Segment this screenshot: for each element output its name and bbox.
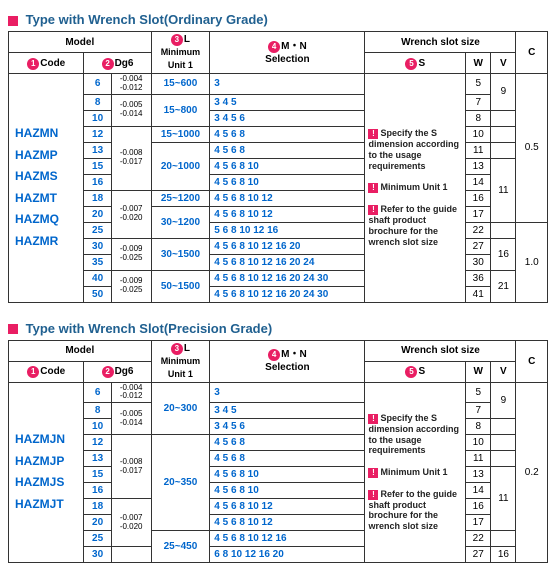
S-notes: !Specify the S dimension according to th… — [365, 382, 466, 563]
title-text: Type with Wrench Slot(Ordinary Grade) — [26, 12, 268, 27]
table-row: 2030~12004 5 6 8 10 1217 — [9, 206, 548, 222]
hdr-dg6: 2Dg6 — [84, 361, 151, 382]
tol-cell: -0.004-0.012 — [111, 74, 151, 95]
hdr-MN: 4M・NSelection — [210, 32, 365, 74]
section-title-ordinary: Type with Wrench Slot(Ordinary Grade) — [8, 12, 548, 27]
table-row: 18-0.007-0.02025~12004 5 6 8 10 1216 — [9, 190, 548, 206]
table-row: 255 6 8 10 12 16221.0 — [9, 222, 548, 238]
table-row: 8-0.005-0.01415~8003 4 57 — [9, 94, 548, 110]
title-text: Type with Wrench Slot(Precision Grade) — [26, 321, 273, 336]
hdr-C: C — [516, 32, 548, 74]
table-row: 354 5 6 8 10 12 16 20 2430 — [9, 254, 548, 270]
hdr-V: V — [491, 53, 516, 74]
hdr-dg6: 2Dg6 — [84, 53, 151, 74]
hdr-wrench: Wrench slot size — [365, 32, 516, 53]
hdr-model: Model — [9, 32, 152, 53]
table-row: 134 5 6 811 — [9, 451, 548, 467]
table-row: 504 5 6 8 10 12 16 20 24 3041 — [9, 286, 548, 302]
table-precision: Model 3LMinimum Unit 1 4M・NSelection Wre… — [8, 340, 548, 564]
hdr-wrench: Wrench slot size — [365, 340, 516, 361]
table-row: 1320~10004 5 6 811 — [9, 142, 548, 158]
table-row: 164 5 6 8 1014 — [9, 483, 548, 499]
table-row: 154 5 6 8 101311 — [9, 467, 548, 483]
bullet-icon — [8, 324, 18, 334]
table-row: 2525~4504 5 6 8 10 12 1622 — [9, 531, 548, 547]
table-row: 154 5 6 8 101311 — [9, 158, 548, 174]
hdr-L: 3LMinimum Unit 1 — [151, 340, 210, 382]
table-row: 103 4 5 68 — [9, 110, 548, 126]
table-row: HAZMNHAZMP HAZMSHAZMT HAZMQHAZMR 6 -0.00… — [9, 74, 548, 95]
hdr-W: W — [466, 361, 491, 382]
table-row: 18-0.007-0.0204 5 6 8 10 1216 — [9, 499, 548, 515]
table-row: 164 5 6 8 1014 — [9, 174, 548, 190]
table-row: 12-0.008-0.01715~10004 5 6 810 — [9, 126, 548, 142]
hdr-code: 1Code — [9, 361, 84, 382]
hdr-code: 1Code — [9, 53, 84, 74]
hdr-V: V — [491, 361, 516, 382]
table-row: 30-0.009-0.02530~15004 5 6 8 10 12 16 20… — [9, 238, 548, 254]
hdr-C: C — [516, 340, 548, 382]
hdr-model: Model — [9, 340, 152, 361]
hdr-S: 5S — [365, 361, 466, 382]
hdr-W: W — [466, 53, 491, 74]
table-row: 40-0.009-0.02550~15004 5 6 8 10 12 16 20… — [9, 270, 548, 286]
table-row: 103 4 5 68 — [9, 419, 548, 435]
section-title-precision: Type with Wrench Slot(Precision Grade) — [8, 321, 548, 336]
hdr-MN: 4M・NSelection — [210, 340, 365, 382]
table-row: 12-0.008-0.01720~3504 5 6 810 — [9, 435, 548, 451]
hdr-L: 3LMinimum Unit 1 — [151, 32, 210, 74]
code-cell: HAZMJNHAZMJP HAZMJSHAZMJT — [9, 382, 84, 563]
S-notes: !Specify the S dimension according to th… — [365, 74, 466, 303]
table-row: 204 5 6 8 10 1217 — [9, 515, 548, 531]
table-row: HAZMJNHAZMJP HAZMJSHAZMJT 6 -0.004-0.012… — [9, 382, 548, 403]
table-ordinary: Model 3LMinimum Unit 1 4M・NSelection Wre… — [8, 31, 548, 303]
table-row: 306 8 10 12 16 202716 — [9, 547, 548, 563]
hdr-S: 5S — [365, 53, 466, 74]
table-row: 8-0.005-0.0143 4 57 — [9, 403, 548, 419]
code-cell: HAZMNHAZMP HAZMSHAZMT HAZMQHAZMR — [9, 74, 84, 303]
bullet-icon — [8, 16, 18, 26]
